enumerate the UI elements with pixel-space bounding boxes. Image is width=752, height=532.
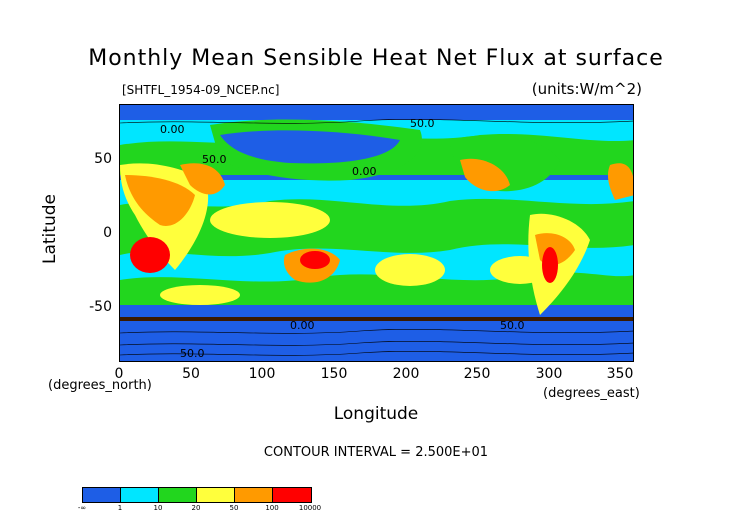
europe-edge (607, 163, 633, 200)
x-tick-label: 150 (320, 366, 348, 382)
legend-swatch (121, 488, 159, 502)
legend-swatch (235, 488, 273, 502)
contour-lines (120, 118, 633, 356)
x-tick-label: 50 (182, 366, 200, 382)
contour-interval: CONTOUR INTERVAL = 2.500E+01 (263, 445, 489, 460)
x-unit-label: (degrees_east) (543, 386, 640, 401)
y-tick-label: 0 (103, 225, 112, 241)
australia-hotspot (300, 251, 330, 269)
contour-label: 50.0 (180, 347, 205, 360)
legend-label: 100 (265, 504, 279, 512)
contour-label: 0.00 (160, 123, 185, 136)
siberia (220, 130, 400, 164)
contour-label: 50.0 (500, 319, 525, 332)
legend-label: 10 (153, 504, 163, 512)
legend-label: 50 (229, 504, 239, 512)
contour-label: 50.0 (410, 117, 435, 130)
units-label: (units:W/m^2) (531, 80, 642, 98)
africa-hot (125, 175, 195, 226)
legend-label: -∞ (77, 504, 87, 512)
file-label: [SHTFL_1954-09_NCEP.nc] (122, 83, 280, 97)
legend-swatch (197, 488, 235, 502)
legend-swatch (83, 488, 121, 502)
y-tick-label: 50 (94, 151, 112, 167)
x-tick-label: 250 (463, 366, 491, 382)
plot-title: Monthly Mean Sensible Heat Net Flux at s… (88, 46, 664, 71)
legend-swatch (273, 488, 311, 502)
arabia (180, 163, 225, 195)
x-tick-label: 0 (114, 366, 124, 382)
y-unit-label: (degrees_north) (48, 378, 152, 393)
africa-hotspot (130, 237, 170, 273)
legend-label: 10000 (298, 504, 322, 512)
contour-label: 50.0 (202, 153, 227, 166)
sensible-heat-map: 0.00 50.0 0.00 50.0 0.00 50.0 50.0 (120, 105, 633, 361)
x-tick-label: 100 (248, 366, 276, 382)
x-tick-label: 350 (606, 366, 634, 382)
contour-label: 0.00 (290, 319, 315, 332)
na-southwest (460, 158, 510, 192)
legend-label: 20 (191, 504, 201, 512)
sa-hotspot (542, 247, 558, 283)
yellow-patch (375, 254, 445, 286)
map-plot-area: 0.00 50.0 0.00 50.0 0.00 50.0 50.0 (119, 104, 634, 362)
x-tick-label: 300 (535, 366, 563, 382)
x-axis-label: Longitude (333, 404, 419, 424)
antarctic-edge (120, 317, 633, 321)
y-axis-label: Latitude (40, 194, 60, 264)
x-tick-label: 200 (392, 366, 420, 382)
y-tick-label: -50 (89, 299, 112, 315)
legend-swatch (159, 488, 197, 502)
yellow-patch (210, 202, 330, 238)
contour-label: 0.00 (352, 165, 377, 178)
yellow-patch (160, 285, 240, 305)
color-legend (82, 487, 312, 503)
legend-label: 1 (117, 504, 123, 512)
